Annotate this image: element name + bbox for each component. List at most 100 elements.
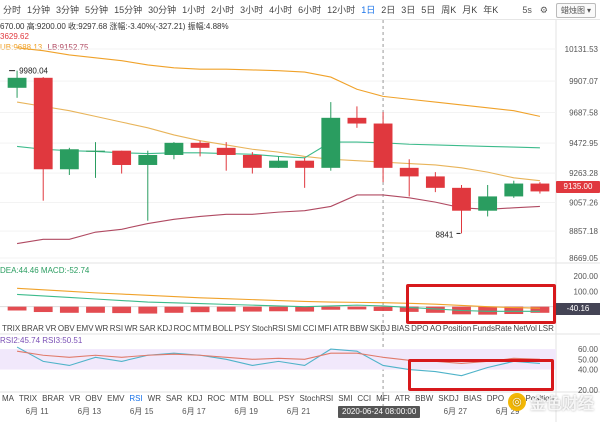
timeframe-6[interactable]: 1小时 — [182, 4, 206, 15]
timeframe-9[interactable]: 4小时 — [269, 4, 293, 15]
timeframe-10[interactable]: 6小时 — [298, 4, 322, 15]
indicator-tab-mfi[interactable]: MFI — [317, 324, 332, 333]
price-axis-label: 10131.53 — [565, 45, 599, 54]
date-axis-label: 6月 29 — [496, 407, 520, 416]
indicator-tab-trix[interactable]: TRIX — [2, 324, 21, 333]
indicator-tab-vr[interactable]: VR — [45, 324, 57, 333]
indicator-tab-mfi[interactable]: MFI — [376, 394, 390, 403]
boll-ub-value: UB:9688.13 — [0, 43, 43, 52]
indicator-tab-boll[interactable]: BOLL — [212, 324, 233, 333]
indicator-tab-rsi[interactable]: RSI — [109, 324, 124, 333]
indicator-tab-rsi[interactable]: RSI — [129, 394, 143, 403]
indicator-tab-skdj[interactable]: SKDJ — [369, 324, 391, 333]
indicator-tab-mtm[interactable]: MTM — [230, 394, 249, 403]
indicator-tab-ao[interactable]: AO — [429, 324, 442, 333]
timeframe-14[interactable]: 3日 — [401, 4, 416, 15]
timeframe-17[interactable]: 月K — [462, 4, 478, 15]
indicator-tab-emv[interactable]: EMV — [107, 394, 125, 403]
indicator-tab-fundsrate[interactable]: FundsRate — [472, 324, 512, 333]
boll-bands-info: UB:9688.13 LB:9152.75 — [0, 43, 91, 52]
indicator-tab-stochrsi[interactable]: StochRSI — [251, 324, 286, 333]
indicator-tab-wr[interactable]: WR — [94, 324, 109, 333]
refresh-interval-button[interactable]: 5s — [522, 5, 532, 15]
indicator-tab-trix[interactable]: TRIX — [18, 394, 38, 403]
timeframe-3[interactable]: 5分钟 — [85, 4, 109, 15]
date-axis-label: 6月 11 — [26, 407, 50, 416]
indicator-tab-cci[interactable]: CCI — [357, 394, 372, 403]
macd-axis-label: 100.00 — [574, 287, 599, 296]
indicator-tab-atr[interactable]: ATR — [333, 324, 349, 333]
timeframe-12[interactable]: 1日 — [361, 4, 376, 15]
indicator-tab-psy[interactable]: PSY — [234, 324, 251, 333]
indicator-tab-sar[interactable]: SAR — [139, 324, 156, 333]
timeframe-15[interactable]: 5日 — [421, 4, 436, 15]
timeframe-16[interactable]: 周K — [441, 4, 457, 15]
date-axis-label: 6月 15 — [130, 407, 154, 416]
macd-bar — [321, 306, 341, 310]
indicator-tab-roc[interactable]: ROC — [173, 324, 192, 333]
indicator-tab-netvol[interactable]: NetVol — [513, 324, 537, 333]
candle-body — [242, 154, 262, 168]
timeframe-5[interactable]: 30分钟 — [148, 4, 177, 15]
indicator-tab-sar[interactable]: SAR — [165, 394, 183, 403]
rsi-band — [0, 349, 556, 370]
indicator-tab-obv[interactable]: OBV — [85, 394, 103, 403]
indicator-tab-kdj[interactable]: KDJ — [157, 324, 173, 333]
macd-dea-line — [17, 287, 540, 309]
indicator-tab-psy[interactable]: PSY — [278, 394, 295, 403]
gear-icon[interactable]: ⚙ — [539, 4, 548, 15]
indicator-tab-brar[interactable]: BRAR — [21, 324, 44, 333]
candle-body — [452, 187, 471, 211]
indicator-tab-skdj[interactable]: SKDJ — [438, 394, 459, 403]
indicator-tab-mtm[interactable]: MTM — [192, 324, 212, 333]
macd-bar — [7, 306, 27, 311]
indicator-tab-bias[interactable]: BIAS — [391, 324, 410, 333]
indicator-tab-position[interactable]: Position — [442, 324, 472, 333]
timeframe-7[interactable]: 2小时 — [211, 4, 235, 15]
indicator-tab-smi[interactable]: SMI — [338, 394, 353, 403]
timeframe-11[interactable]: 12小时 — [327, 4, 356, 15]
candle-body — [269, 160, 288, 168]
indicator-tab-ma[interactable]: MA — [2, 394, 14, 403]
indicator-tab-cci[interactable]: CCI — [302, 324, 317, 333]
date-axis-label: 6月 21 — [287, 407, 311, 416]
rsi-header: RSI2:45.74 RSI3:50.51 — [0, 336, 85, 345]
indicator-tab-atr[interactable]: ATR — [394, 394, 411, 403]
timeframe-8[interactable]: 3小时 — [240, 4, 264, 15]
timeframe-18[interactable]: 年K — [483, 4, 499, 15]
indicator-tab-wr[interactable]: WR — [124, 324, 138, 333]
candle-body — [59, 149, 79, 170]
indicator-tab-obv[interactable]: OBV — [57, 324, 75, 333]
indicator-tab-roc[interactable]: ROC — [207, 394, 226, 403]
indicator-tab-bias[interactable]: BIAS — [463, 394, 482, 403]
timeframe-1[interactable]: 1分钟 — [27, 4, 51, 15]
macd-bar — [86, 306, 105, 313]
indicator-tab-lsr[interactable]: LSR — [538, 324, 554, 333]
indicator-tab-position[interactable]: Position — [525, 394, 554, 403]
indicator-tab-bbw[interactable]: BBW — [349, 324, 369, 333]
indicator-tab-boll[interactable]: BOLL — [253, 394, 274, 403]
indicator-tab-vr[interactable]: VR — [69, 394, 81, 403]
indicator-tab-brar[interactable]: BRAR — [42, 394, 65, 403]
macd-bar — [138, 306, 158, 314]
timeframe-2[interactable]: 3分钟 — [56, 4, 80, 15]
timeframe-toolbar: 分时 1分钟 3分钟 5分钟 15分钟 30分钟 1小时 2小时 3小时 4小时 6小时 12小时 1日… — [0, 0, 600, 20]
chart-type-dropdown[interactable]: 蜡烛图 ▾ — [555, 2, 596, 18]
indicator-tab-smi[interactable]: SMI — [287, 324, 302, 333]
rsi-axis-label: 60.00 — [578, 345, 599, 354]
toolbar-right: 5s ⚙ 蜡烛图 ▾ — [522, 0, 596, 20]
indicator-tab-emv[interactable]: EMV — [76, 324, 94, 333]
timeframe-0[interactable]: 分时 — [3, 4, 22, 15]
chart-type-label: 蜡烛图 — [560, 5, 585, 15]
timeframe-4[interactable]: 15分钟 — [114, 4, 143, 15]
indicator-tab-kdj[interactable]: KDJ — [187, 394, 203, 403]
indicator-tab-wr[interactable]: WR — [147, 394, 161, 403]
indicator-tab-stochrsi[interactable]: StochRSI — [299, 394, 334, 403]
indicator-tab-dpo[interactable]: DPO — [486, 394, 505, 403]
indicator-tab-dpo[interactable]: DPO — [411, 324, 429, 333]
macd-bar — [399, 306, 419, 312]
indicator-tab-bbw[interactable]: BBW — [415, 394, 434, 403]
price-axis-label: 8669.05 — [569, 254, 598, 263]
timeframe-13[interactable]: 2日 — [381, 4, 396, 15]
